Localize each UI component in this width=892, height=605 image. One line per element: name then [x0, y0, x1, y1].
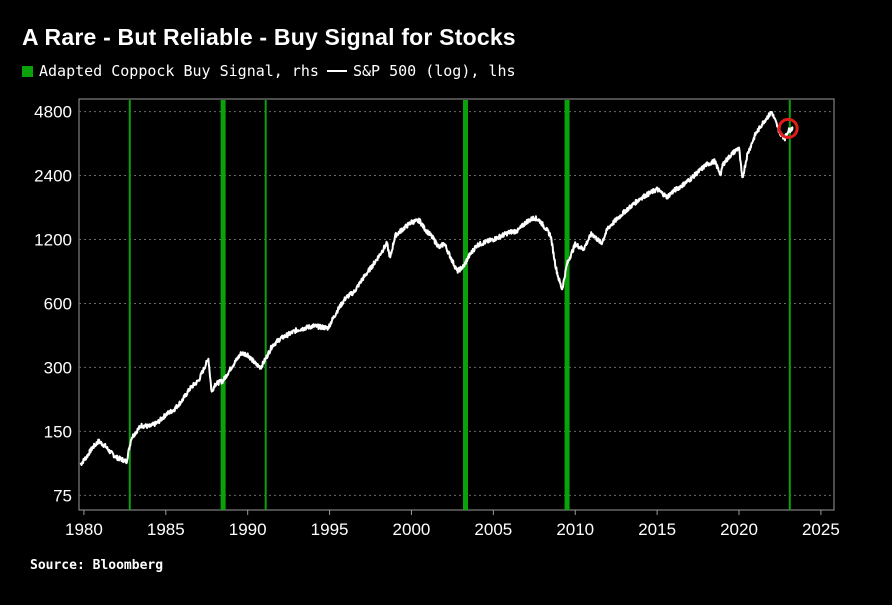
y-tick-label: 600 — [44, 294, 72, 313]
y-tick-label: 2400 — [34, 167, 72, 186]
y-tick-label: 4800 — [34, 103, 72, 122]
chart-legend: Adapted Coppock Buy Signal, rhs S&P 500 … — [22, 62, 516, 80]
x-tick-label: 2010 — [556, 520, 594, 539]
buy-signal-bars — [128, 100, 791, 510]
x-tick-label: 1990 — [229, 520, 267, 539]
legend-swatch-buy-signal — [22, 65, 33, 77]
highlight-layer — [777, 117, 799, 139]
x-tick-label: 2005 — [474, 520, 512, 539]
y-tick-label: 300 — [44, 358, 72, 377]
plot-frame — [78, 98, 835, 511]
x-tick-label: 2015 — [638, 520, 676, 539]
y-tick-label: 75 — [53, 486, 72, 505]
buy-signal-bar — [128, 100, 131, 510]
x-tick-label: 2025 — [802, 520, 840, 539]
x-tick-label: 2020 — [720, 520, 758, 539]
series-layer — [79, 111, 794, 466]
buy-signal-bar — [564, 100, 570, 510]
sp500-line — [79, 111, 794, 466]
buy-signal-bar — [463, 100, 469, 510]
buy-signal-bar — [788, 100, 791, 510]
x-tick-label: 2000 — [393, 520, 431, 539]
highlight-circle — [777, 117, 799, 139]
legend-label-sp500: S&P 500 (log), lhs — [352, 62, 516, 80]
buy-signal-bar — [264, 100, 267, 510]
source-note: Source: Bloomberg — [30, 558, 164, 573]
legend-swatch-sp500 — [326, 70, 347, 72]
x-axis-ticks: 1980 1985 1990 1995 2000 2005 2010 2015 2020 2025 — [65, 510, 840, 539]
y-axis-ticks: 75 150 300 600 1200 2400 4800 — [34, 103, 72, 506]
x-tick-label: 1980 — [65, 520, 103, 539]
x-tick-label: 1995 — [311, 520, 349, 539]
y-tick-label: 1200 — [34, 230, 72, 249]
chart-title: A Rare - But Reliable - Buy Signal for S… — [22, 24, 516, 50]
buy-signal-bar — [220, 100, 226, 510]
x-tick-label: 1985 — [147, 520, 185, 539]
y-tick-label: 150 — [44, 422, 72, 441]
legend-label-buy-signal: Adapted Coppock Buy Signal, rhs — [39, 62, 319, 80]
